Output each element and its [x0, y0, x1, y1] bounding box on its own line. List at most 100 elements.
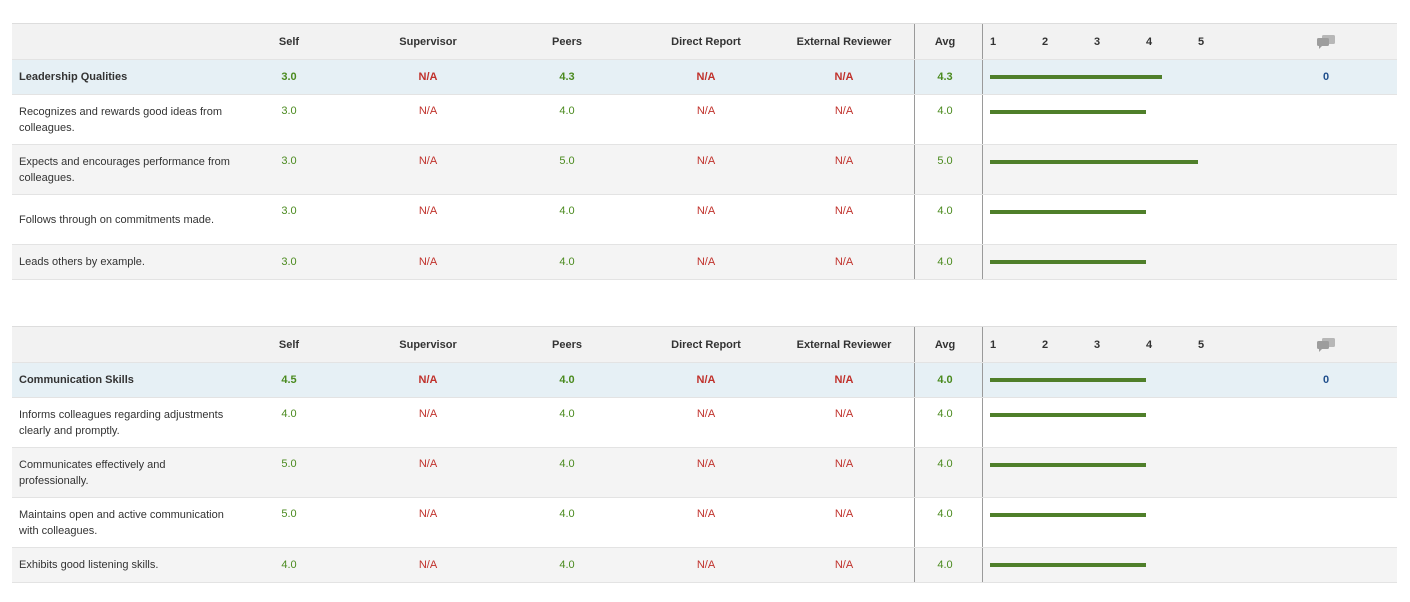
external-reviewer-score: N/A [834, 508, 854, 520]
table-row: Communicates effectively and professiona… [12, 448, 1397, 498]
avg-bar [990, 413, 1146, 417]
bar-divider [982, 327, 983, 362]
direct-report-score: N/A [696, 374, 716, 386]
scale-4: 4 [1145, 35, 1153, 48]
item-label: Leads others by example. [19, 256, 145, 268]
avg-score: 4.0 [937, 105, 953, 117]
peers-score: 4.3 [559, 71, 575, 83]
bar-divider [982, 548, 983, 582]
direct-report-score: N/A [696, 559, 716, 571]
scale-1: 1 [989, 338, 997, 351]
col-direct-report: Direct Report [671, 35, 741, 48]
avg-divider [914, 548, 915, 582]
scale-2: 2 [1041, 35, 1049, 48]
bar-divider [982, 448, 983, 497]
peers-score: 4.0 [559, 508, 575, 520]
supervisor-score: N/A [418, 374, 438, 386]
comment-icon[interactable] [1316, 337, 1336, 353]
avg-bar [990, 210, 1146, 214]
supervisor-score: N/A [418, 105, 438, 117]
scale-5: 5 [1197, 35, 1205, 48]
external-reviewer-score: N/A [834, 105, 854, 117]
avg-divider [914, 448, 915, 497]
avg-bar [990, 160, 1198, 164]
avg-bar [990, 260, 1146, 264]
avg-score: 5.0 [937, 155, 953, 167]
scale-3: 3 [1093, 338, 1101, 351]
col-self: Self [278, 35, 300, 48]
direct-report-score: N/A [696, 458, 716, 470]
peers-score: 4.0 [559, 374, 575, 386]
item-label: Informs colleagues regarding adjustments… [19, 408, 224, 437]
self-score: 3.0 [281, 205, 297, 217]
bar-divider [982, 195, 983, 244]
item-label: Expects and encourages performance from … [19, 155, 230, 184]
self-score: 4.5 [281, 374, 297, 386]
avg-score: 4.0 [937, 458, 953, 470]
comment-count[interactable]: 0 [1322, 71, 1330, 83]
supervisor-score: N/A [418, 408, 438, 420]
avg-score: 4.0 [937, 559, 953, 571]
bar-divider [982, 398, 983, 447]
avg-divider [914, 327, 915, 362]
avg-divider [914, 498, 915, 547]
col-self: Self [278, 338, 300, 351]
bar-divider [982, 95, 983, 144]
item-label: Follows through on commitments made. [19, 213, 215, 226]
comment-count[interactable]: 0 [1322, 374, 1330, 386]
table-row: Exhibits good listening skills. 4.0 N/A … [12, 548, 1397, 583]
avg-divider [914, 145, 915, 194]
supervisor-score: N/A [418, 155, 438, 167]
peers-score: 4.0 [559, 408, 575, 420]
self-score: 5.0 [281, 458, 297, 470]
scale-2: 2 [1041, 338, 1049, 351]
table-row: Recognizes and rewards good ideas from c… [12, 95, 1397, 145]
comment-icon[interactable] [1316, 34, 1336, 50]
external-reviewer-score: N/A [834, 205, 854, 217]
avg-divider [914, 95, 915, 144]
supervisor-score: N/A [418, 508, 438, 520]
avg-divider [914, 195, 915, 244]
col-supervisor: Supervisor [399, 338, 457, 351]
scale-4: 4 [1145, 338, 1153, 351]
col-peers: Peers [552, 35, 582, 48]
item-label: Maintains open and active communication … [19, 508, 224, 537]
table-header: Self Supervisor Peers Direct Report Exte… [12, 327, 1397, 363]
external-reviewer-score: N/A [834, 256, 854, 268]
bar-divider [982, 24, 983, 59]
scale-1: 1 [989, 35, 997, 48]
external-reviewer-score: N/A [834, 458, 854, 470]
self-score: 3.0 [281, 105, 297, 117]
external-reviewer-score: N/A [834, 374, 854, 386]
table-row: Expects and encourages performance from … [12, 145, 1397, 195]
avg-bar [990, 563, 1146, 567]
item-label: Communicates effectively and professiona… [19, 458, 166, 487]
avg-divider [914, 245, 915, 279]
table-row: Maintains open and active communication … [12, 498, 1397, 548]
self-score: 5.0 [281, 508, 297, 520]
direct-report-score: N/A [696, 205, 716, 217]
external-reviewer-score: N/A [834, 408, 854, 420]
peers-score: 4.0 [559, 559, 575, 571]
avg-divider [914, 60, 915, 94]
self-score: 3.0 [281, 155, 297, 167]
avg-score: 4.3 [937, 71, 953, 83]
direct-report-score: N/A [696, 256, 716, 268]
bar-divider [982, 245, 983, 279]
col-avg: Avg [934, 35, 956, 48]
col-avg: Avg [934, 338, 956, 351]
avg-score: 4.0 [937, 408, 953, 420]
peers-score: 4.0 [559, 458, 575, 470]
communication-section: Self Supervisor Peers Direct Report Exte… [12, 326, 1397, 583]
avg-bar [990, 513, 1146, 517]
self-score: 4.0 [281, 408, 297, 420]
col-supervisor: Supervisor [399, 35, 457, 48]
group-row[interactable]: Leadership Qualities 3.0 N/A 4.3 N/A N/A… [12, 60, 1397, 95]
supervisor-score: N/A [418, 71, 438, 83]
avg-score: 4.0 [937, 205, 953, 217]
bar-divider [982, 145, 983, 194]
group-row[interactable]: Communication Skills 4.5 N/A 4.0 N/A N/A… [12, 363, 1397, 398]
table-row: Leads others by example. 3.0 N/A 4.0 N/A… [12, 245, 1397, 280]
avg-divider [914, 24, 915, 59]
peers-score: 5.0 [559, 155, 575, 167]
